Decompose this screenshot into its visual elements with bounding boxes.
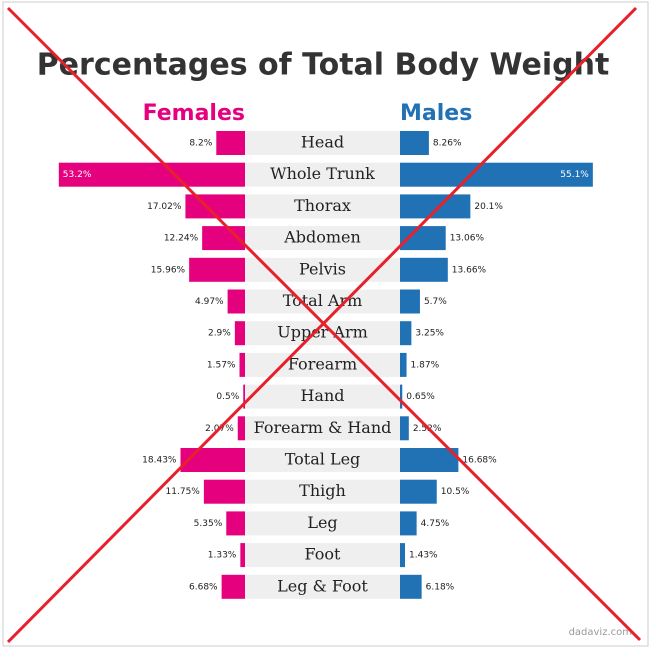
bar [400,384,403,409]
value-label: 0.65% [406,392,435,402]
bar [216,131,245,155]
category-band [245,384,400,409]
category-label: Leg [307,513,337,532]
category-band [245,448,400,472]
value-label: 8.26% [433,139,462,149]
legend-females: Females [143,101,245,126]
category-band [245,479,400,504]
value-label: 12.24% [164,234,199,244]
bar [400,352,407,377]
category-label: Head [301,133,344,152]
value-label: 11.75% [166,487,201,497]
bar [400,448,459,472]
bar [203,479,245,504]
value-label: 1.57% [207,360,236,370]
bar [400,257,448,282]
value-label: 1.43% [409,551,438,561]
bar [400,194,471,219]
bar [237,416,245,441]
category-label: Forearm [288,354,357,373]
value-label: 4.97% [195,297,224,307]
category-band [245,131,400,155]
value-label: 13.06% [450,234,485,244]
category-label: Whole Trunk [270,164,375,183]
value-label: 13.66% [452,265,487,275]
value-label: 3.25% [415,329,444,339]
value-label: 16.68% [462,456,497,466]
category-band [245,574,400,599]
bar [221,574,245,599]
value-label: 15.96% [151,265,186,275]
category-label: Thigh [299,481,346,500]
bar [239,352,245,377]
bar [400,479,437,504]
chart-title: Percentages of Total Body Weight [37,48,610,83]
category-label: Thorax [294,196,351,215]
category-band [245,289,400,314]
value-label: 0.5% [216,392,239,402]
category-label: Abdomen [283,228,361,247]
category-label: Hand [300,386,344,405]
value-label: 6.18% [426,582,455,592]
bar [243,384,245,409]
category-band [245,543,400,568]
value-label: 1.33% [208,551,237,561]
bar [400,162,593,187]
bar [240,543,245,568]
bar [400,574,422,599]
category-band [245,416,400,441]
value-label: 2.9% [208,329,231,339]
bar [400,289,420,314]
legend-males: Males [400,101,472,126]
value-label: 17.02% [147,202,182,212]
bar [180,448,245,472]
value-label: 53.2% [63,170,92,180]
bar [226,511,245,536]
category-band [245,162,400,187]
category-label: Total Leg [285,450,361,469]
bar [400,543,406,568]
bar [400,416,409,441]
value-label: 18.43% [142,456,177,466]
bar [227,289,245,314]
value-label: 8.2% [189,139,212,149]
value-label: 4.75% [421,519,450,529]
category-label: Forearm & Hand [254,418,392,437]
bar [189,257,245,282]
value-label: 5.7% [424,297,447,307]
value-label: 1.87% [411,360,440,370]
value-label: 55.1% [560,170,589,180]
category-label: Upper Arm [277,323,368,342]
cross-line [6,6,638,644]
bar [400,321,412,346]
bar [400,511,417,536]
category-label: Pelvis [299,259,346,278]
credit: dadaviz.com [569,627,632,638]
category-band [245,226,400,251]
category-label: Leg & Foot [277,576,368,595]
category-label: Foot [305,545,341,564]
bar [58,162,245,187]
bar [234,321,245,346]
value-label: 20.1% [474,202,503,212]
value-label: 10.5% [441,487,470,497]
rows: Head 8.2% 8.26% Whole Trunk 53.2% 55.1% Thorax… [58,131,593,599]
category-band [245,194,400,219]
value-label: 6.68% [189,582,218,592]
value-label: 5.35% [194,519,223,529]
category-band [245,511,400,536]
bar [400,131,429,155]
